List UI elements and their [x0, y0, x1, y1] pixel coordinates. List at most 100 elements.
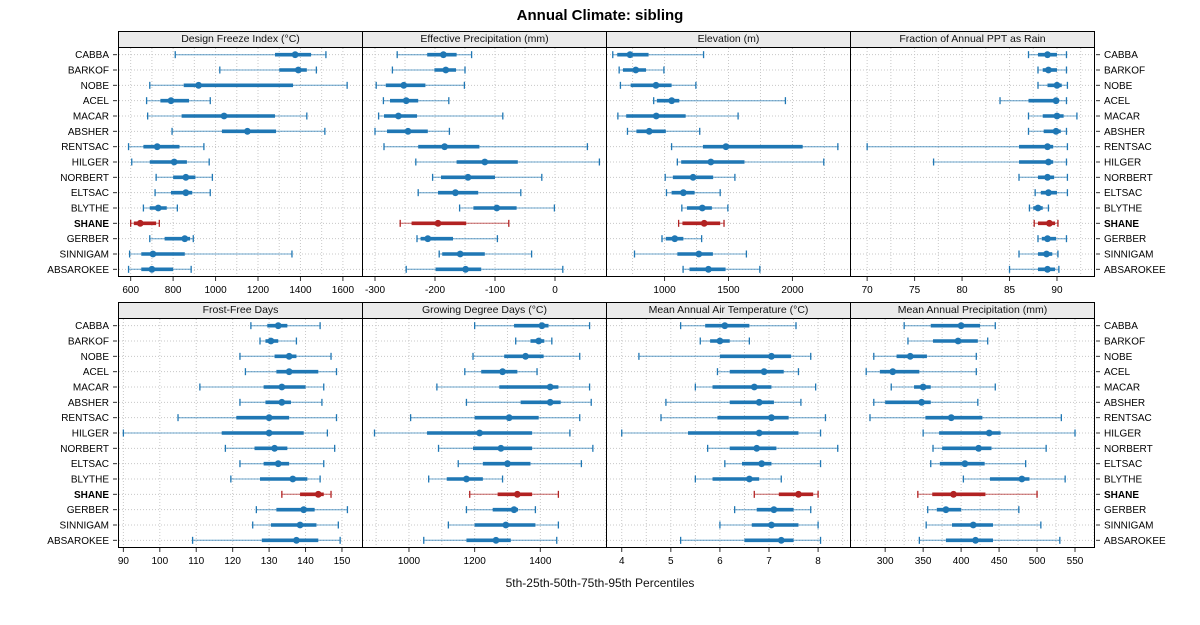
row-label-hilger: HILGER: [1104, 429, 1141, 440]
median-dot: [745, 475, 753, 483]
series-rentsac: [670, 143, 839, 151]
panel-strip-title: Frost-Free Days: [118, 302, 363, 318]
median-dot: [1034, 204, 1042, 212]
series-blythe: [458, 204, 556, 212]
median-dot: [546, 383, 554, 391]
series-macar: [890, 383, 996, 391]
median-dot: [770, 506, 778, 514]
median-dot: [1044, 235, 1051, 243]
median-dot: [695, 250, 703, 258]
series-norbert: [224, 444, 336, 452]
x-tick-label: 75: [909, 285, 921, 296]
median-dot: [950, 490, 957, 498]
median-dot: [1052, 97, 1060, 105]
x-tick-label: 85: [1004, 285, 1016, 296]
x-tick-label: 1000: [398, 556, 421, 567]
series-shane: [917, 490, 1038, 498]
x-tick-label: 300: [877, 556, 894, 567]
x-tick-label: 140: [297, 556, 314, 567]
median-dot: [1018, 475, 1026, 483]
panel: Mean Annual Precipitation (mm) 300 350 400 4…: [850, 302, 1095, 570]
series-shane: [469, 490, 560, 498]
median-dot: [154, 204, 162, 212]
median-dot: [497, 444, 505, 452]
median-dot: [502, 521, 510, 529]
series-gerber: [1037, 235, 1068, 243]
panel-plot: 70 75 80 85 90: [850, 47, 1095, 296]
row-label-eltsac: ELTSAC: [1104, 188, 1142, 199]
median-dot: [265, 414, 273, 422]
median-dot: [758, 460, 766, 468]
series-macar: [147, 112, 308, 120]
row-label-absher: ABSHER: [1104, 398, 1145, 409]
series-blythe: [694, 475, 782, 483]
median-dot: [753, 444, 761, 452]
series-cabba: [174, 51, 327, 59]
x-tick-label: 90: [1051, 285, 1063, 296]
series-gerber: [661, 235, 703, 243]
series-absarokee: [191, 536, 341, 544]
panel-grid: CABBA BARKOF NOBE ACEL MACAR ABSHER RENTSAC HIL…: [0, 31, 1200, 570]
series-rentsac: [127, 143, 205, 151]
row-label-nobe: NOBE: [1104, 352, 1133, 363]
median-dot: [522, 352, 529, 360]
x-tick-label: 1000: [204, 285, 227, 296]
median-dot: [181, 235, 189, 243]
panel-strip-title: Effective Precipitation (mm): [362, 31, 607, 47]
panels-top: Design Freeze Index (°C) 600 800 1000 1200 14…: [118, 31, 1095, 299]
median-dot: [395, 112, 402, 120]
median-dot: [760, 368, 768, 376]
series-eltsac: [724, 460, 822, 468]
series-macar: [436, 383, 591, 391]
median-dot: [271, 444, 278, 452]
series-blythe: [142, 204, 179, 212]
row-label-macar: MACAR: [1104, 383, 1140, 394]
series-sinnigam: [438, 250, 533, 258]
row-label-blythe: BLYTHE: [1104, 204, 1142, 215]
median-dot: [481, 158, 489, 166]
median-dot: [985, 429, 993, 437]
row-label-nobe: NOBE: [81, 352, 110, 363]
median-dot: [777, 536, 785, 544]
series-macar: [1027, 112, 1078, 120]
x-tick-label: 90: [118, 556, 129, 567]
caption: 5th-25th-50th-75th-95th Percentiles: [505, 576, 695, 590]
series-barkof: [219, 66, 318, 74]
row-label-cabba: CABBA: [1104, 321, 1138, 332]
median-dot: [975, 444, 982, 452]
median-dot: [440, 51, 447, 59]
row-label-eltsac: ELTSAC: [1104, 459, 1142, 470]
median-dot: [679, 189, 687, 197]
series-absher: [626, 127, 701, 135]
row-label-barkof: BARKOF: [68, 66, 109, 77]
median-dot: [492, 536, 500, 544]
median-dot: [1045, 158, 1052, 166]
series-macar: [617, 112, 739, 120]
panel: Growing Degree Days (°C) 1000 1200 1400: [362, 302, 607, 570]
median-dot: [294, 66, 302, 74]
x-tick-label: 0: [552, 285, 558, 296]
series-norbert: [932, 444, 1047, 452]
series-norbert: [155, 173, 214, 181]
series-acel: [653, 97, 787, 105]
series-gerber: [927, 506, 1020, 514]
median-dot: [795, 490, 802, 498]
series-nobe: [239, 352, 332, 360]
series-rentsac: [866, 143, 1069, 151]
series-cabba: [612, 51, 705, 59]
series-barkof: [907, 337, 989, 345]
x-tick-label: -100: [485, 285, 505, 296]
series-barkof: [391, 66, 466, 74]
series-eltsac: [417, 189, 522, 197]
row-label-norbert: NORBERT: [60, 444, 109, 455]
median-dot: [1052, 127, 1060, 135]
series-absher: [465, 398, 592, 406]
median-dot: [768, 414, 775, 422]
median-dot: [441, 143, 448, 151]
station-labels-right: CABBA BARKOF NOBE ACEL MACAR ABSHER RENTSAC HIL…: [1096, 321, 1166, 547]
series-absarokee: [127, 265, 192, 273]
series-sinnigam: [633, 250, 748, 258]
median-dot: [289, 475, 297, 483]
median-dot: [972, 536, 979, 544]
